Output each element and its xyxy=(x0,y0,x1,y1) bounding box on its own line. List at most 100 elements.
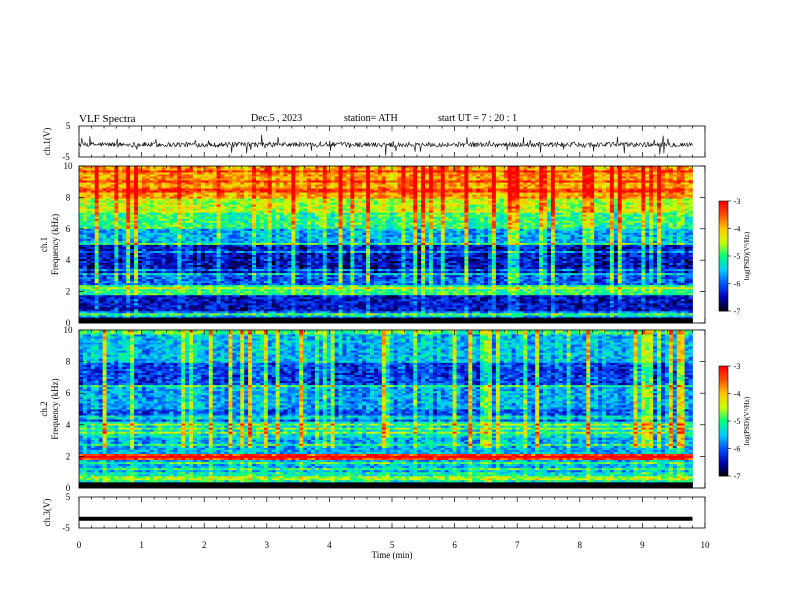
spectrogram-cell xyxy=(672,284,678,288)
spectrogram-cell xyxy=(342,298,347,302)
spectrogram-cell xyxy=(338,300,343,304)
spectrogram-cell xyxy=(590,316,595,320)
spectrogram-cell xyxy=(177,292,182,296)
spectrogram-cell xyxy=(373,292,379,296)
spectrogram-cell xyxy=(429,290,434,294)
spectrogram-cell xyxy=(668,290,674,294)
spectrogram-cell xyxy=(338,296,343,300)
spectrogram-cell xyxy=(267,298,273,302)
spectrogram-cell xyxy=(397,312,402,316)
spectrogram-cell xyxy=(444,314,450,318)
spectrogram-cell xyxy=(185,298,190,302)
spectrogram-cell xyxy=(185,292,190,296)
spectrogram-cell xyxy=(452,290,457,294)
spectrogram-cell xyxy=(499,282,505,286)
spectrogram-cell xyxy=(94,286,100,290)
spectrogram-cell xyxy=(169,306,174,310)
spectrogram-cell xyxy=(672,288,678,292)
spectrogram-cell xyxy=(602,292,607,296)
spectrogram-cell xyxy=(535,314,540,318)
spectrogram-cell xyxy=(137,304,143,308)
spectrogram-cell xyxy=(515,288,520,292)
spectrogram-cell xyxy=(350,284,355,288)
spectrogram-cell xyxy=(621,292,627,296)
spectrogram-cell xyxy=(664,286,670,290)
spectrogram-cell xyxy=(491,294,497,298)
spectrogram-cell xyxy=(413,310,418,314)
spectrogram-cell xyxy=(661,284,666,288)
spectrogram-cell xyxy=(385,306,391,310)
spectrogram-cell xyxy=(657,300,662,304)
spectrogram-cell xyxy=(126,294,131,298)
spectrogram-cell xyxy=(425,306,430,310)
spectrogram-cell xyxy=(582,306,587,310)
spectrogram-cell xyxy=(653,306,658,310)
spectrogram-cell xyxy=(106,306,111,310)
spectrogram-cell xyxy=(377,288,383,292)
spectrogram-cell xyxy=(149,314,155,318)
spectrogram-cell xyxy=(165,316,170,320)
spectrogram-cell xyxy=(432,298,438,302)
spectrogram-cell xyxy=(204,302,210,306)
spectrogram-cell xyxy=(366,286,371,290)
spectrogram-cell xyxy=(149,286,155,290)
spectrogram-cell xyxy=(405,314,410,318)
spectrogram-cell xyxy=(248,286,253,290)
spectrogram-cell xyxy=(287,306,292,310)
spectrogram-cell xyxy=(645,302,650,306)
spectrogram-cell xyxy=(657,292,662,296)
spectrogram-cell xyxy=(633,306,638,310)
spectrogram-cell xyxy=(252,282,257,286)
spectrogram-cell xyxy=(582,284,587,288)
spectrogram-cell xyxy=(295,314,300,318)
spectrogram-cell xyxy=(252,288,257,292)
spectrogram-cell xyxy=(86,302,92,306)
spectrogram-cell xyxy=(401,312,406,316)
spectrogram-cell xyxy=(444,292,450,296)
spectrogram-cell xyxy=(228,304,233,308)
spectrogram-cell xyxy=(259,316,265,320)
spectrogram-cell xyxy=(130,296,135,300)
spectrogram-cell xyxy=(362,306,367,310)
spectrogram-cell xyxy=(86,290,92,294)
spectrogram-cell xyxy=(267,306,273,310)
spectrogram-cell xyxy=(661,294,666,298)
spectrogram-cell xyxy=(444,294,450,298)
spectrogram-cell xyxy=(480,294,485,298)
spectrogram-cell xyxy=(444,310,450,314)
spectrogram-cell xyxy=(307,310,312,314)
spectrogram-cell xyxy=(303,288,308,292)
spectrogram-cell xyxy=(586,286,591,290)
spectrogram-cell xyxy=(680,312,686,316)
spectrogram-cell xyxy=(252,306,257,310)
spectrogram-cell xyxy=(307,306,312,310)
spectrogram-cell xyxy=(271,308,277,312)
spectrogram-cell xyxy=(189,282,194,286)
spectrogram-cell xyxy=(90,312,96,316)
chart-title: VLF Spectra xyxy=(79,113,136,125)
spectrogram-cell xyxy=(633,286,638,290)
spectrogram-cell xyxy=(145,288,151,292)
spectrogram-cell xyxy=(338,316,343,320)
spectrogram-cell xyxy=(330,306,336,310)
spectrogram-cell xyxy=(248,312,253,316)
spectrogram-cell xyxy=(173,284,178,288)
spectrogram-cell xyxy=(389,314,394,318)
spectrogram-cell xyxy=(244,310,249,314)
spectrogram-cell xyxy=(134,312,139,316)
spectrogram-cell xyxy=(680,292,686,296)
spectrogram-cell xyxy=(279,304,284,308)
spectrogram-cell xyxy=(409,282,414,286)
spectrogram-cell xyxy=(495,316,501,320)
spectrogram-cell xyxy=(181,294,186,298)
spectrogram-cell xyxy=(621,306,627,310)
spectrogram-cell xyxy=(216,292,221,296)
spectrogram-cell xyxy=(193,296,198,300)
spectrogram-cell xyxy=(354,298,359,302)
spectrogram-cell xyxy=(605,302,611,306)
spectrogram-cell xyxy=(240,284,245,288)
spectrogram-cell xyxy=(574,316,579,320)
spectrogram-cell xyxy=(252,304,257,308)
spectrogram-cell xyxy=(629,304,634,308)
